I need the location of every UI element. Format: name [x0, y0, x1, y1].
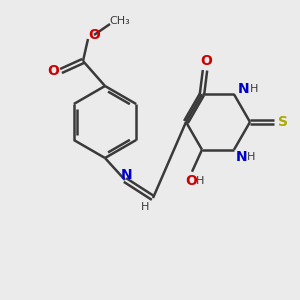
Text: O: O [200, 54, 212, 68]
Text: O: O [47, 64, 59, 78]
Text: H: H [196, 176, 204, 186]
Text: N: N [236, 150, 248, 164]
Text: N: N [121, 168, 133, 182]
Text: O: O [185, 174, 197, 188]
Text: N: N [238, 82, 250, 96]
Text: CH₃: CH₃ [110, 16, 130, 26]
Text: O: O [88, 28, 100, 42]
Text: H: H [247, 152, 255, 162]
Text: H: H [250, 84, 258, 94]
Text: H: H [141, 202, 149, 212]
Text: S: S [278, 115, 288, 129]
